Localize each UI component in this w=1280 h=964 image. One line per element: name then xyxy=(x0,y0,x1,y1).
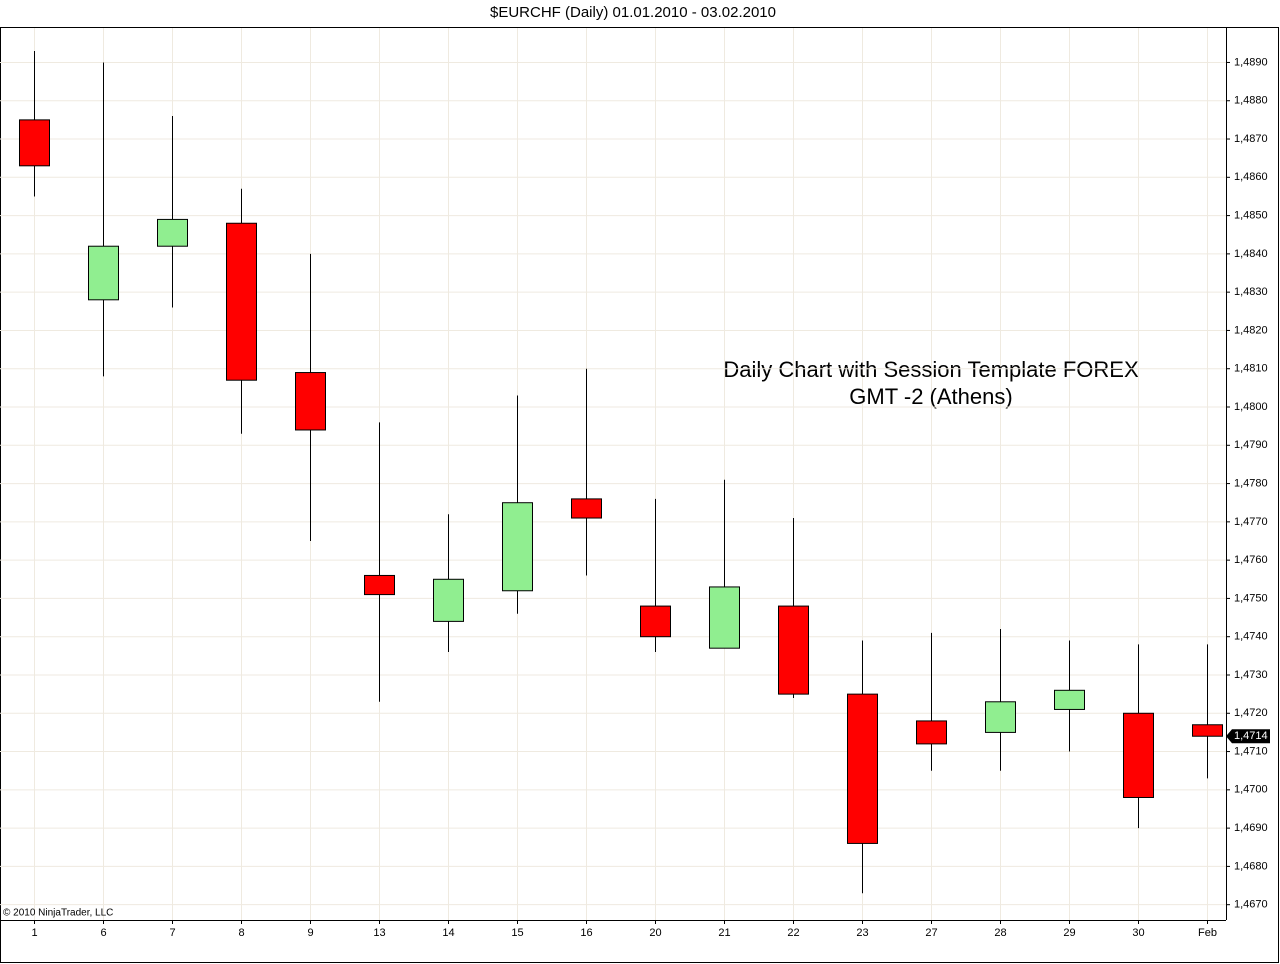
candle-body xyxy=(1054,689,1085,710)
last-price-label: 1,4714 xyxy=(1234,730,1268,742)
y-tick-label: 1,4740 xyxy=(1234,631,1268,643)
x-tick-label: 29 xyxy=(1063,927,1075,939)
y-tick-label: 1,4810 xyxy=(1234,363,1268,375)
candle-body xyxy=(847,693,878,844)
x-tick-label: 14 xyxy=(442,927,454,939)
y-tick-label: 1,4720 xyxy=(1234,707,1268,719)
y-tick-label: 1,4780 xyxy=(1234,477,1268,489)
copyright: © 2010 NinjaTrader, LLC xyxy=(3,908,113,919)
x-tick-label: 27 xyxy=(925,927,937,939)
x-tick-label: 9 xyxy=(307,927,313,939)
candle-body xyxy=(226,222,257,381)
y-tick-label: 1,4750 xyxy=(1234,592,1268,604)
x-tick-label: 20 xyxy=(649,927,661,939)
candle-body xyxy=(364,574,395,596)
x-tick-label: 7 xyxy=(169,927,175,939)
candle-body xyxy=(88,245,119,301)
y-tick-label: 1,4820 xyxy=(1234,324,1268,336)
y-tick-label: 1,4790 xyxy=(1234,439,1268,451)
candle-body xyxy=(157,218,188,247)
frame xyxy=(0,27,1279,963)
x-tick-label: 16 xyxy=(580,927,592,939)
candle-body xyxy=(916,720,947,745)
y-tick-label: 1,4850 xyxy=(1234,209,1268,221)
candle-body xyxy=(433,578,464,622)
x-tick-label: 15 xyxy=(511,927,523,939)
x-tick-label: 1 xyxy=(31,927,37,939)
y-tick-label: 1,4760 xyxy=(1234,554,1268,566)
candle-body xyxy=(571,498,602,519)
y-tick-label: 1,4840 xyxy=(1234,248,1268,260)
candle-body xyxy=(709,586,740,649)
candle-body xyxy=(778,605,809,695)
x-tick-label: 28 xyxy=(994,927,1006,939)
annotation: Daily Chart with Session Template FOREX xyxy=(723,357,1139,382)
y-tick-label: 1,4870 xyxy=(1234,133,1268,145)
y-tick-label: 1,4710 xyxy=(1234,745,1268,757)
y-tick-label: 1,4830 xyxy=(1234,286,1268,298)
x-tick-label: 21 xyxy=(718,927,730,939)
y-tick-label: 1,4860 xyxy=(1234,171,1268,183)
y-tick-label: 1,4690 xyxy=(1234,822,1268,834)
x-tick-label: 13 xyxy=(373,927,385,939)
candle-body xyxy=(295,372,326,431)
last-price-marker xyxy=(1226,729,1270,744)
candle-body xyxy=(985,701,1016,733)
x-tick-label: 8 xyxy=(238,927,244,939)
chart-title: $EURCHF (Daily) 01.01.2010 - 03.02.2010 xyxy=(490,4,776,21)
y-tick-label: 1,4700 xyxy=(1234,784,1268,796)
y-tick-label: 1,4890 xyxy=(1234,56,1268,68)
y-tick-label: 1,4880 xyxy=(1234,95,1268,107)
x-tick-label: 30 xyxy=(1132,927,1144,939)
y-tick-label: 1,4670 xyxy=(1234,899,1268,911)
annotation: GMT -2 (Athens) xyxy=(849,384,1012,409)
x-tick-label: 23 xyxy=(856,927,868,939)
y-tick-label: 1,4680 xyxy=(1234,860,1268,872)
candle-body xyxy=(19,119,50,167)
x-tick-label: 22 xyxy=(787,927,799,939)
candle-body xyxy=(502,502,533,592)
y-tick-label: 1,4730 xyxy=(1234,669,1268,681)
y-tick-label: 1,4770 xyxy=(1234,516,1268,528)
x-tick-label: 6 xyxy=(100,927,106,939)
candle-body xyxy=(1192,724,1223,737)
x-tick-label: Feb xyxy=(1198,927,1217,939)
y-tick-label: 1,4800 xyxy=(1234,401,1268,413)
candle-body xyxy=(640,605,671,638)
candle-body xyxy=(1123,712,1154,798)
